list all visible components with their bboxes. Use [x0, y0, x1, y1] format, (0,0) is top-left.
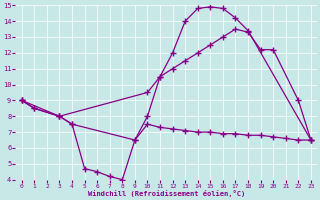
X-axis label: Windchill (Refroidissement éolien,°C): Windchill (Refroidissement éolien,°C) [88, 190, 245, 197]
